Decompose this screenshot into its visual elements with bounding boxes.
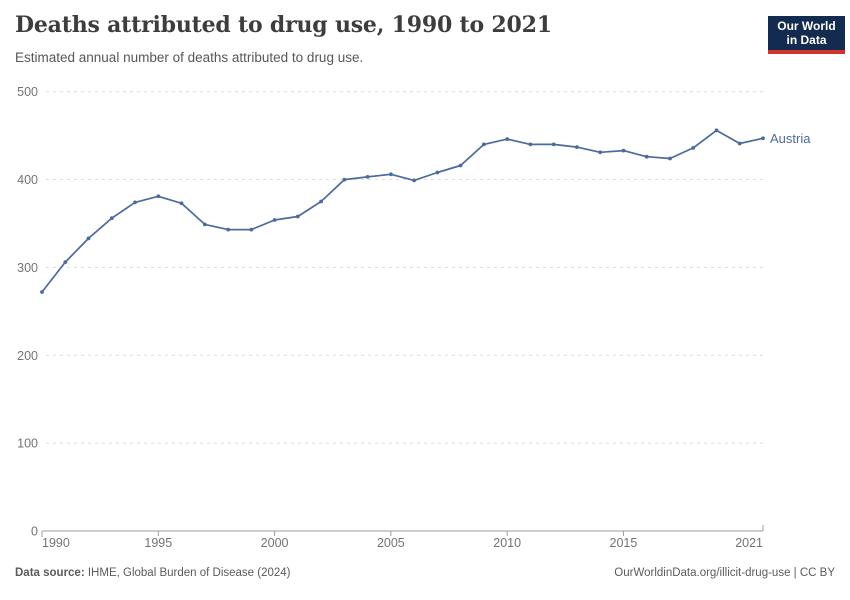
- data-point: [365, 175, 370, 179]
- data-point: [86, 236, 91, 241]
- series-label-austria[interactable]: Austria: [770, 131, 811, 146]
- data-point: [40, 290, 44, 294]
- x-axis-labels: 1990 1995 2000 2005 2010 2015 2021: [42, 536, 763, 550]
- chart-subtitle: Estimated annual number of deaths attrib…: [15, 50, 364, 65]
- data-source-note: Data source: IHME, Global Burden of Dise…: [15, 567, 291, 579]
- y-tick-label: 100: [17, 437, 38, 451]
- x-axis: [41, 525, 764, 537]
- data-point: [412, 178, 416, 183]
- footer: Data source: IHME, Global Burden of Dise…: [15, 567, 835, 579]
- y-tick-label: 500: [17, 85, 38, 99]
- footer-license-link[interactable]: OurWorldinData.org/illicit-drug-use | CC…: [614, 567, 835, 579]
- data-point: [389, 172, 393, 177]
- data-point: [458, 163, 463, 168]
- series-line-austria[interactable]: [41, 129, 764, 293]
- x-tick-label: 1990: [42, 536, 70, 550]
- data-point: [133, 200, 137, 205]
- x-tick-label: 2010: [493, 536, 521, 550]
- data-point: [505, 137, 510, 142]
- y-tick-label: 400: [17, 173, 38, 187]
- x-tick-label: 1995: [144, 536, 172, 550]
- data-point: [691, 146, 696, 150]
- data-point: [109, 216, 114, 221]
- data-point: [668, 156, 672, 161]
- data-point: [551, 142, 556, 147]
- owid-logo[interactable]: Our World in Data: [768, 16, 845, 54]
- data-point: [528, 142, 533, 147]
- data-point: [435, 170, 440, 175]
- data-point: [226, 227, 231, 232]
- x-tick-label: 2000: [261, 536, 289, 550]
- data-point: [249, 227, 254, 232]
- data-point: [272, 218, 277, 222]
- x-tick-label: 2005: [377, 536, 405, 550]
- y-axis-labels: 0 100 200 300 400 500: [17, 85, 38, 538]
- data-point: [295, 214, 300, 219]
- chart-title: Deaths attributed to drug use, 1990 to 2…: [15, 12, 552, 38]
- data-point: [482, 142, 486, 147]
- data-point: [179, 201, 184, 206]
- data-series: Austria: [40, 128, 811, 294]
- y-tick-label: 200: [17, 349, 38, 363]
- x-tick-label: 2021: [735, 536, 763, 550]
- data-point: [737, 141, 742, 146]
- gridlines: [46, 91, 763, 444]
- data-point: [63, 260, 68, 264]
- data-point: [761, 136, 765, 141]
- y-tick-label: 0: [31, 525, 38, 539]
- data-point: [644, 154, 649, 159]
- data-source-value: IHME, Global Burden of Disease (2024): [84, 567, 291, 579]
- owid-logo-line2: in Data: [786, 33, 827, 47]
- data-point: [202, 222, 207, 227]
- x-tick-label: 2015: [610, 536, 638, 550]
- data-point: [319, 199, 323, 204]
- data-point: [621, 148, 626, 153]
- owid-logo-line1: Our World: [777, 18, 836, 33]
- data-point: [575, 145, 579, 150]
- data-source-label: Data source:: [15, 567, 85, 579]
- y-tick-label: 300: [17, 261, 38, 275]
- data-point: [598, 150, 603, 155]
- data-point: [714, 128, 719, 133]
- data-point: [156, 194, 161, 199]
- data-point: [342, 177, 347, 182]
